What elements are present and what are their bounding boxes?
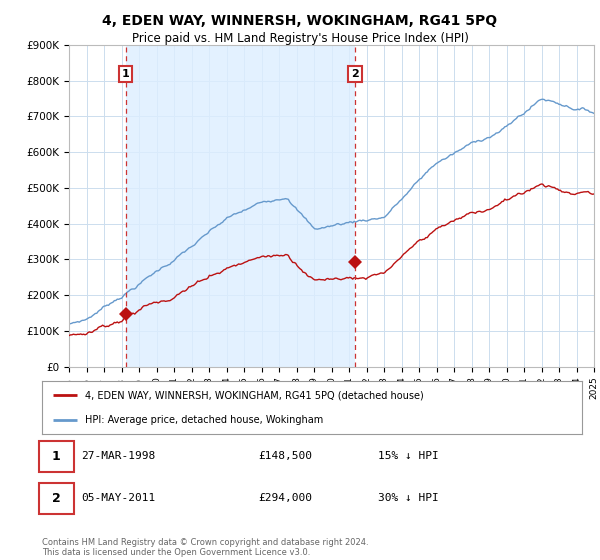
Text: 2: 2: [351, 69, 359, 79]
Text: 27-MAR-1998: 27-MAR-1998: [81, 451, 155, 461]
Text: £294,000: £294,000: [258, 493, 312, 503]
Text: 2: 2: [52, 492, 61, 505]
Text: Contains HM Land Registry data © Crown copyright and database right 2024.
This d: Contains HM Land Registry data © Crown c…: [42, 538, 368, 557]
Text: 4, EDEN WAY, WINNERSH, WOKINGHAM, RG41 5PQ: 4, EDEN WAY, WINNERSH, WOKINGHAM, RG41 5…: [103, 14, 497, 28]
Text: Price paid vs. HM Land Registry's House Price Index (HPI): Price paid vs. HM Land Registry's House …: [131, 32, 469, 45]
Text: 4, EDEN WAY, WINNERSH, WOKINGHAM, RG41 5PQ (detached house): 4, EDEN WAY, WINNERSH, WOKINGHAM, RG41 5…: [85, 390, 424, 400]
Bar: [125, 45, 355, 367]
Text: 05-MAY-2011: 05-MAY-2011: [81, 493, 155, 503]
Text: 15% ↓ HPI: 15% ↓ HPI: [378, 451, 439, 461]
Text: £148,500: £148,500: [258, 451, 312, 461]
Text: HPI: Average price, detached house, Wokingham: HPI: Average price, detached house, Woki…: [85, 414, 323, 424]
Text: 1: 1: [122, 69, 130, 79]
Text: 30% ↓ HPI: 30% ↓ HPI: [378, 493, 439, 503]
Text: 1: 1: [52, 450, 61, 463]
